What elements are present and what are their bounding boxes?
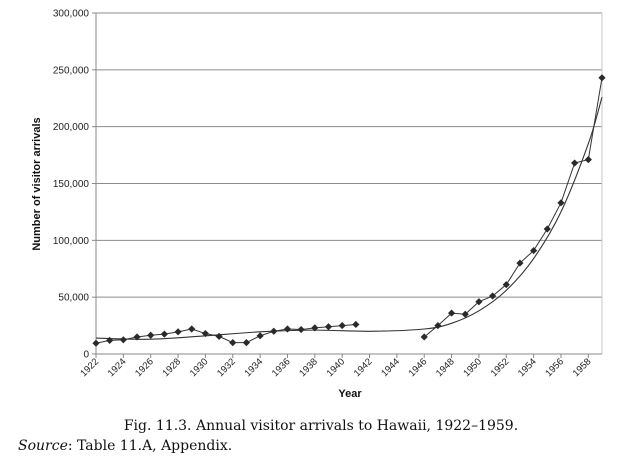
data-point bbox=[461, 310, 469, 318]
x-tick-label: 1948 bbox=[434, 356, 457, 379]
data-point bbox=[475, 298, 483, 306]
arrivals-series bbox=[92, 74, 606, 347]
x-tick-label: 1942 bbox=[352, 356, 375, 379]
y-tick-label: 250,000 bbox=[53, 65, 90, 76]
x-tick-label: 1956 bbox=[543, 356, 566, 379]
caption-text: Fig. 11.3. Annual visitor arrivals to Ha… bbox=[123, 418, 519, 434]
source-label: Source bbox=[18, 438, 68, 454]
data-point bbox=[543, 225, 551, 233]
x-tick-labels: 1922 1924 1926 1928 1930 1932 1934 1936 1938 1940… bbox=[78, 356, 593, 379]
chart: 0 50,000 100,000 150,000 200,000 250,000 300,0… bbox=[31, 9, 606, 400]
y-tick-label: 200,000 bbox=[53, 122, 90, 133]
x-tick-label: 1930 bbox=[188, 356, 211, 379]
trend-line bbox=[95, 96, 603, 340]
x-tick-label: 1946 bbox=[407, 356, 430, 379]
data-point bbox=[530, 246, 538, 255]
data-point bbox=[147, 331, 155, 339]
data-point bbox=[447, 309, 456, 317]
x-tick-label: 1934 bbox=[243, 356, 266, 379]
y-tick-label: 0 bbox=[83, 350, 89, 361]
x-tick-label: 1926 bbox=[133, 356, 156, 379]
y-tick-label: 100,000 bbox=[53, 236, 90, 247]
x-tick-label: 1924 bbox=[106, 356, 129, 379]
x-tick-label: 1952 bbox=[489, 356, 512, 379]
data-point bbox=[201, 329, 210, 338]
x-tick-label: 1938 bbox=[297, 356, 320, 379]
data-point bbox=[242, 339, 251, 347]
y-tick-label: 300,000 bbox=[53, 9, 90, 20]
figure-source: Source: Table 11.A, Appendix. bbox=[18, 438, 622, 454]
data-point bbox=[584, 156, 592, 164]
data-point bbox=[188, 325, 196, 333]
x-tick-label: 1928 bbox=[160, 356, 183, 379]
data-point bbox=[229, 339, 237, 347]
data-point bbox=[557, 199, 565, 207]
data-point bbox=[571, 159, 579, 167]
data-point bbox=[119, 336, 127, 344]
figure-caption: Fig. 11.3. Annual visitor arrivals to Ha… bbox=[0, 418, 622, 434]
data-point bbox=[215, 332, 223, 340]
x-tick-label: 1940 bbox=[325, 356, 348, 379]
x-tick-label: 1954 bbox=[516, 356, 539, 379]
data-point bbox=[283, 325, 292, 333]
trend-series bbox=[95, 96, 603, 340]
y-tick-label: 150,000 bbox=[53, 179, 90, 190]
data-point bbox=[133, 333, 141, 341]
series-line bbox=[423, 77, 603, 338]
y-tick-label: 50,000 bbox=[58, 293, 89, 304]
x-tick-label: 1936 bbox=[270, 356, 293, 379]
x-tick-label: 1932 bbox=[215, 356, 238, 379]
data-point bbox=[311, 324, 319, 332]
data-point bbox=[256, 332, 264, 340]
data-point bbox=[516, 259, 524, 267]
gridlines bbox=[96, 12, 602, 298]
y-axis-title: Number of visitor arrivals bbox=[31, 117, 43, 250]
data-point bbox=[106, 336, 114, 344]
data-point bbox=[352, 320, 360, 329]
data-point bbox=[92, 339, 100, 347]
x-tick-label: 1944 bbox=[379, 356, 402, 379]
y-tick-labels: 0 50,000 100,000 150,000 200,000 250,000 300,0… bbox=[53, 9, 90, 361]
data-point bbox=[160, 330, 168, 338]
data-point bbox=[598, 74, 606, 82]
x-tick-label: 1922 bbox=[78, 356, 101, 379]
data-point bbox=[434, 321, 442, 330]
source-text: : Table 11.A, Appendix. bbox=[67, 438, 233, 454]
data-point bbox=[270, 327, 278, 335]
x-axis-title: Year bbox=[338, 388, 362, 400]
x-tick-label: 1950 bbox=[461, 356, 484, 379]
x-tick-label: 1958 bbox=[571, 356, 594, 379]
data-point bbox=[297, 325, 305, 334]
data-point bbox=[488, 292, 497, 300]
data-point bbox=[420, 333, 428, 341]
data-point bbox=[324, 323, 333, 331]
data-point bbox=[338, 321, 346, 330]
data-point bbox=[502, 281, 510, 289]
axes bbox=[92, 12, 603, 358]
data-point bbox=[174, 328, 182, 336]
